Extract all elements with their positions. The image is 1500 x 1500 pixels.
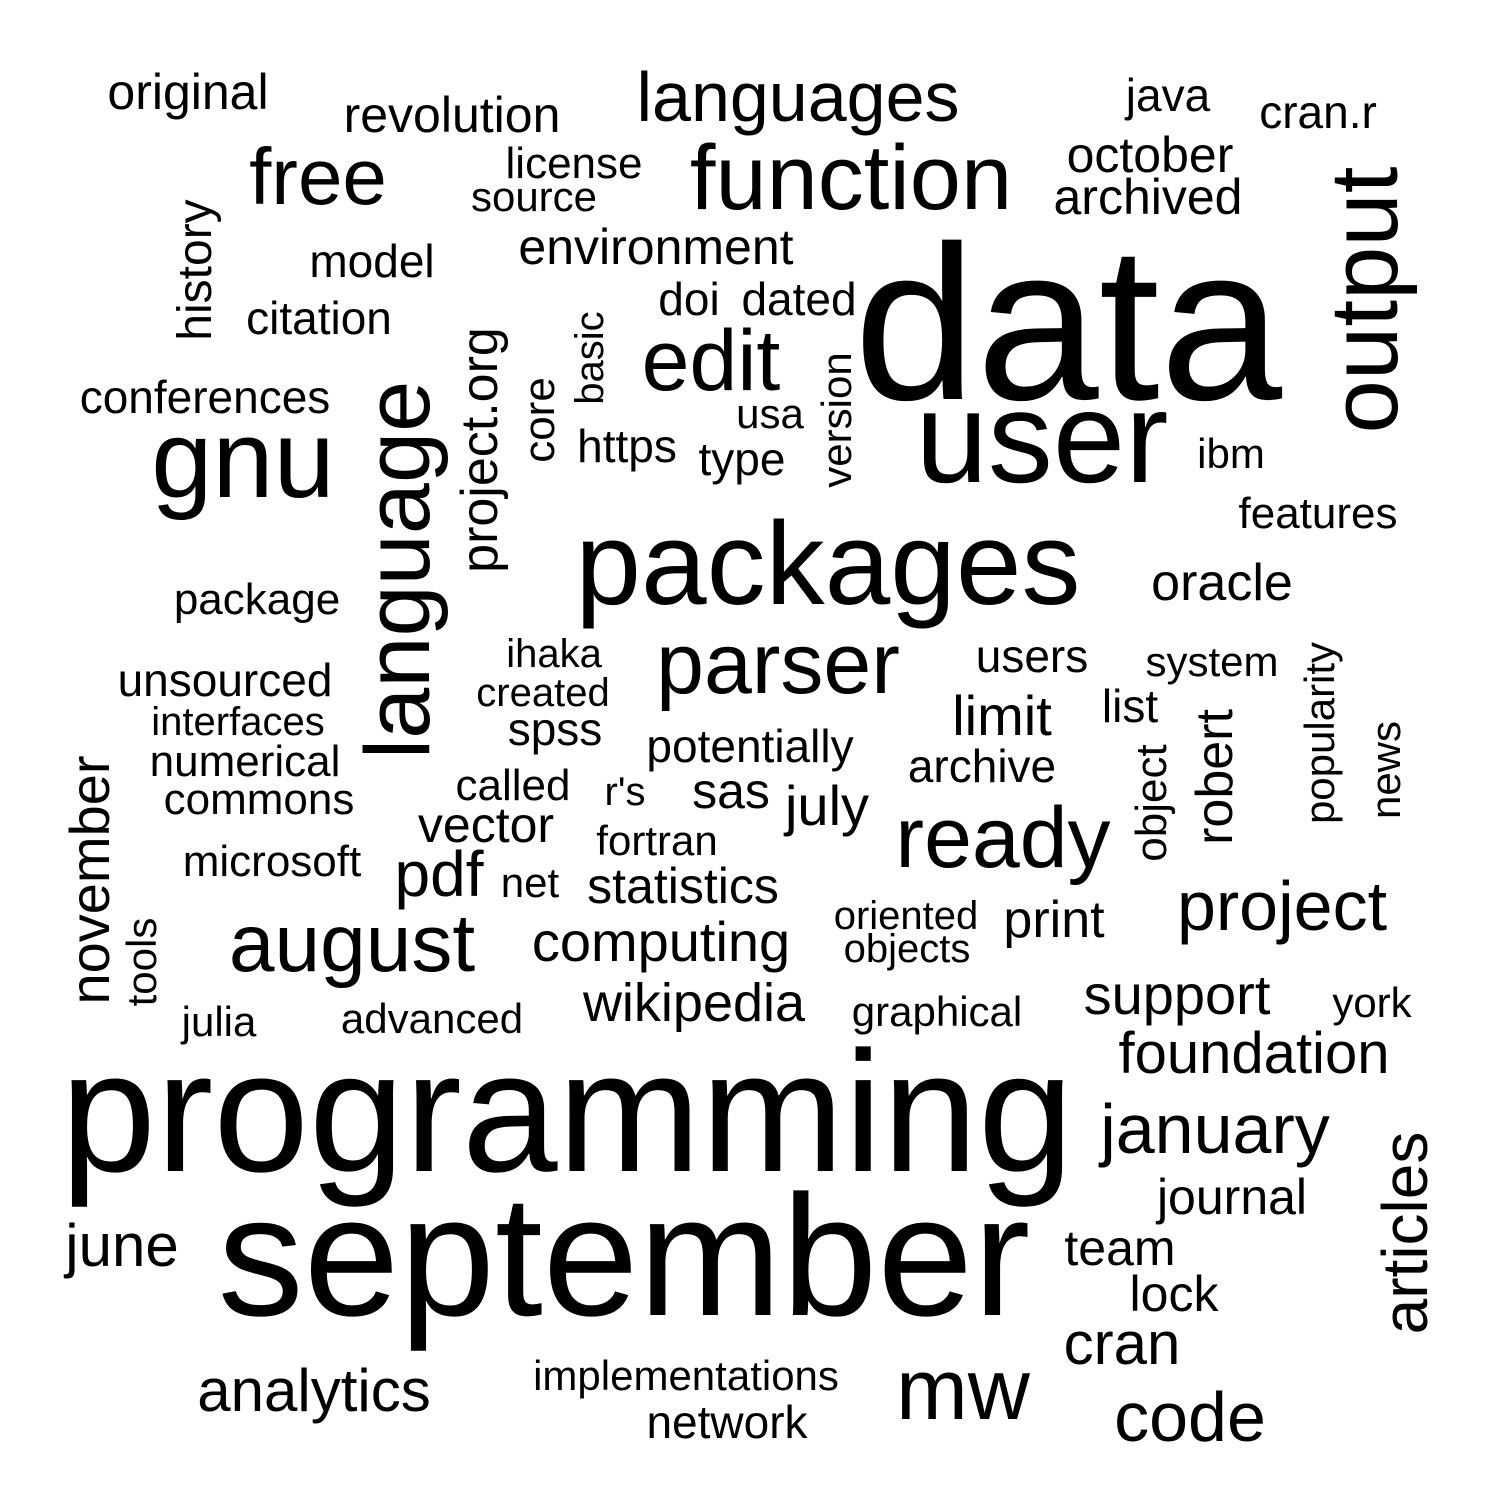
word-network: network [646, 1396, 808, 1448]
word-packages: packages [575, 498, 1081, 630]
word-york: york [1332, 979, 1412, 1026]
word-foundation: foundation [1118, 1021, 1390, 1086]
word-potentially: potentially [646, 720, 854, 772]
word-january: january [1100, 1090, 1330, 1168]
word-limit: limit [952, 684, 1052, 747]
word-september: september [217, 1160, 1031, 1352]
word-cran-r: cran.r [1259, 86, 1377, 138]
word-core: core [515, 377, 564, 463]
word-tools: tools [118, 917, 165, 1007]
word-data: data [853, 200, 1283, 446]
word-lock: lock [1129, 1266, 1219, 1322]
word-free: free [249, 132, 387, 221]
word-archived: archived [1053, 169, 1243, 225]
word-implementations: implementations [533, 1352, 839, 1399]
word-robert: robert [1186, 709, 1244, 845]
word-ibm: ibm [1197, 430, 1265, 477]
word-model: model [309, 235, 435, 287]
word-usa: usa [736, 390, 804, 437]
word-output: output [1311, 166, 1418, 434]
word-support: support [1083, 963, 1271, 1026]
word-gnu: gnu [151, 398, 335, 521]
word-environment: environment [518, 219, 794, 275]
word-doi: doi [658, 273, 720, 325]
word-graphical: graphical [851, 988, 1023, 1035]
word-package: package [173, 575, 341, 624]
word-mw: mw [896, 1342, 1030, 1438]
word-julia: julia [181, 998, 257, 1045]
word-users: users [975, 630, 1089, 682]
word-archive: archive [907, 740, 1057, 792]
word-sas: sas [692, 763, 770, 819]
word-analytics: analytics [197, 1357, 431, 1424]
word-advanced: advanced [340, 995, 524, 1042]
word-statistics: statistics [587, 858, 779, 914]
word-created: created [476, 671, 610, 715]
word-basic: basic [568, 311, 612, 405]
word-revolution: revolution [343, 87, 561, 143]
word-project: project [1176, 867, 1388, 945]
word-called: called [455, 761, 571, 810]
word-https: https [577, 420, 677, 472]
word-system: system [1145, 638, 1279, 685]
word-r-s: r's [604, 770, 646, 814]
word-popularity: popularity [1296, 641, 1343, 825]
word-dated: dated [741, 273, 857, 325]
word-java: java [1125, 69, 1211, 121]
word-oracle: oracle [1151, 554, 1293, 612]
word-print: print [1003, 891, 1105, 949]
word-conferences: conferences [79, 371, 331, 423]
word-pdf: pdf [394, 838, 484, 910]
word-vector: vector [417, 797, 555, 853]
word-license: license [505, 139, 643, 188]
word-oriented: oriented [833, 894, 979, 938]
word-november: november [58, 755, 121, 1005]
word-objects: objects [843, 927, 971, 971]
word-ihaka: ihaka [506, 632, 602, 676]
word-object: object [1127, 744, 1176, 862]
word-articles: articles [1369, 1131, 1441, 1335]
word-citation: citation [246, 292, 392, 344]
word-journal: journal [1156, 1169, 1308, 1225]
word-edit: edit [641, 313, 781, 409]
word-july: july [784, 774, 870, 837]
word-interfaces: interfaces [151, 700, 325, 744]
word-user: user [915, 364, 1169, 510]
word-august: august [228, 898, 476, 989]
word-features: features [1238, 489, 1398, 538]
word-ready: ready [895, 790, 1111, 886]
word-programming: programming [60, 1016, 1074, 1208]
word-june: june [65, 1212, 179, 1279]
word-wikipedia: wikipedia [582, 973, 806, 1033]
word-computing: computing [531, 910, 791, 973]
word-news: news [1362, 720, 1409, 820]
word-october: october [1066, 127, 1234, 183]
word-history: history [169, 199, 222, 341]
word-function: function [689, 127, 1013, 229]
word-source: source [470, 173, 598, 220]
word-cran: cran [1063, 1310, 1181, 1377]
word-team: team [1064, 1220, 1176, 1276]
word-original: original [107, 64, 269, 120]
word-numerical: numerical [149, 737, 341, 786]
word-net: net [500, 859, 560, 906]
word-version: version [813, 352, 860, 488]
word-code: code [1114, 1378, 1266, 1456]
word-microsoft: microsoft [182, 837, 362, 886]
word-languages: languages [636, 58, 960, 136]
word-language: language [347, 380, 449, 760]
word-spss: spss [507, 703, 603, 755]
word-fortran: fortran [596, 817, 718, 864]
word-commons: commons [163, 775, 355, 824]
word-project-org: project.org [451, 327, 509, 573]
word-type: type [698, 433, 786, 485]
word-unsourced: unsourced [117, 654, 333, 706]
word-list: list [1101, 680, 1159, 732]
word-parser: parser [656, 616, 900, 712]
